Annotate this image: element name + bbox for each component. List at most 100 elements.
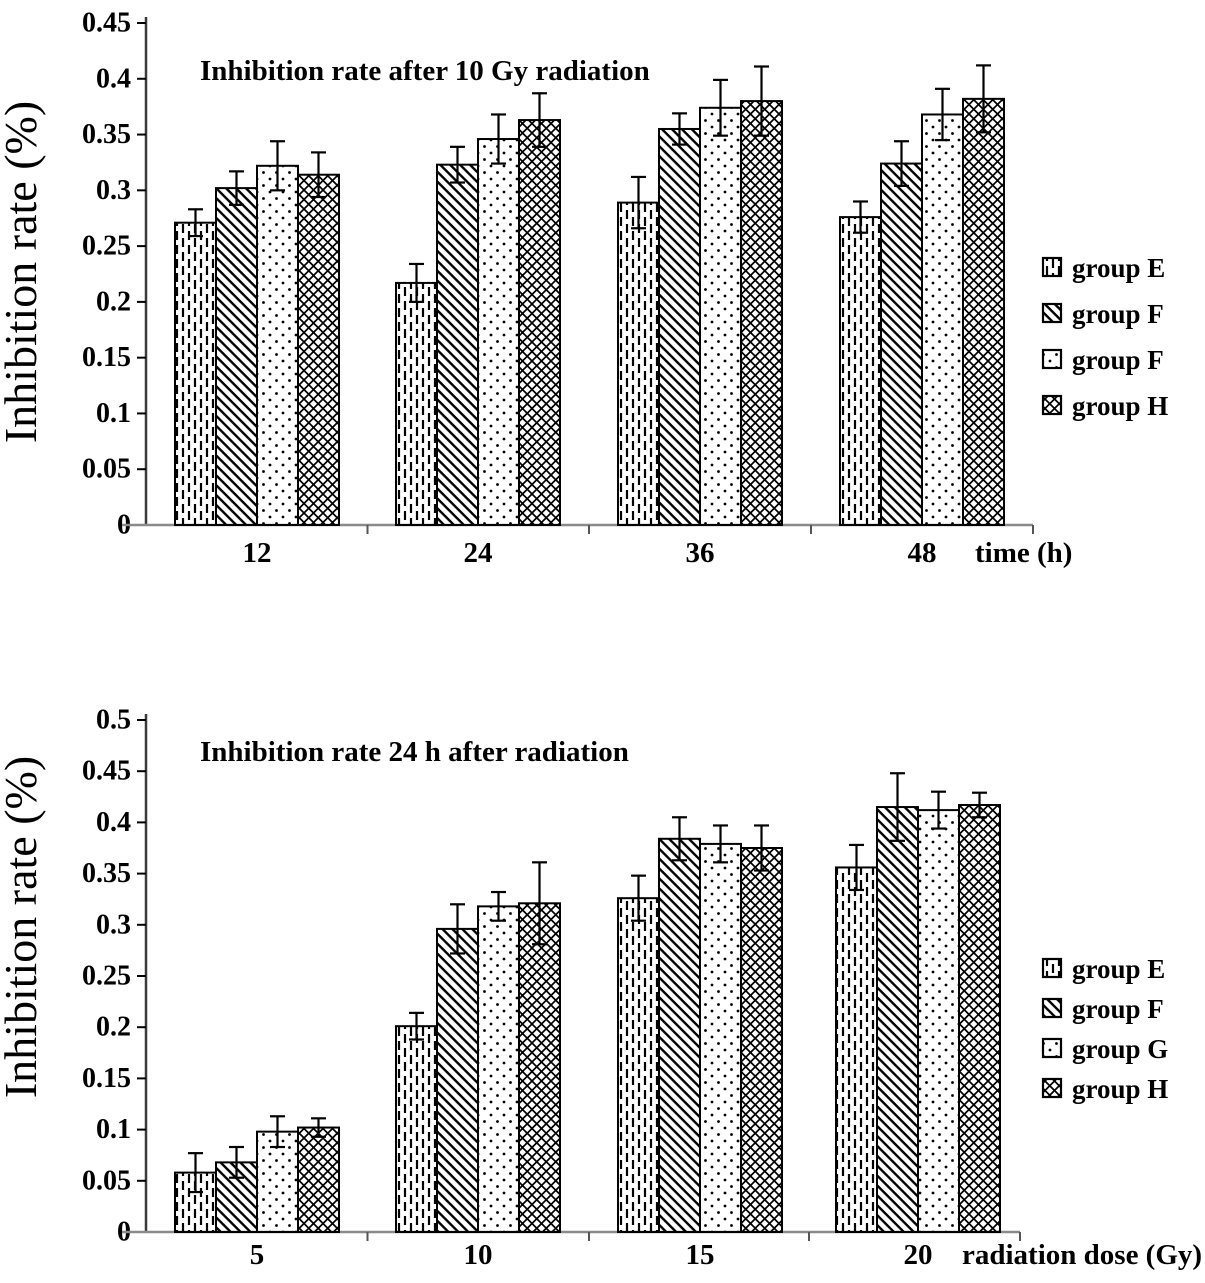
bar bbox=[958, 803, 1001, 1233]
error-bar bbox=[713, 78, 728, 137]
legend-item: group F bbox=[1041, 994, 1164, 1024]
bar bbox=[297, 173, 340, 527]
bar bbox=[395, 281, 438, 526]
error-bar bbox=[631, 874, 646, 922]
error-bar bbox=[672, 816, 687, 862]
y-tick-label: 0.15 bbox=[82, 342, 131, 373]
legend-label: group G bbox=[1072, 1034, 1168, 1064]
error-bar bbox=[491, 113, 506, 165]
legend-swatch bbox=[1041, 957, 1063, 979]
error-bar bbox=[229, 1145, 244, 1179]
bar-group bbox=[174, 1115, 340, 1234]
legend-item: group E bbox=[1041, 954, 1165, 984]
bar-group bbox=[174, 140, 340, 527]
bars bbox=[174, 64, 1005, 527]
y-tick-label: 0.1 bbox=[96, 1114, 131, 1145]
legend-item: group H bbox=[1041, 391, 1168, 421]
error-bar bbox=[890, 772, 905, 842]
legend-label: group F bbox=[1072, 345, 1164, 375]
error-bar bbox=[894, 140, 909, 187]
legend-swatch bbox=[1041, 256, 1063, 278]
error-bar bbox=[672, 112, 687, 146]
error-bar bbox=[754, 65, 769, 137]
error-bar bbox=[188, 208, 203, 238]
error-bar bbox=[409, 1011, 424, 1041]
category-label: 12 bbox=[243, 537, 272, 569]
error-bar bbox=[713, 824, 728, 864]
bar bbox=[477, 138, 520, 526]
category-label: 5 bbox=[250, 1239, 265, 1271]
y-tick-label: 0.3 bbox=[96, 175, 131, 206]
bar-group bbox=[395, 92, 561, 526]
legend-swatch bbox=[1041, 997, 1063, 1019]
legend-swatch bbox=[1041, 1077, 1063, 1099]
bar bbox=[917, 809, 960, 1233]
legend-swatch bbox=[1041, 348, 1063, 370]
bar bbox=[477, 905, 520, 1233]
error-bar bbox=[450, 145, 465, 184]
error-bar bbox=[972, 791, 987, 819]
bar-group bbox=[839, 64, 1005, 527]
y-tick-label: 0.3 bbox=[96, 909, 131, 940]
bar bbox=[174, 221, 217, 526]
bar bbox=[876, 806, 919, 1233]
bar-group bbox=[617, 65, 783, 527]
legend: group E group F group F group H bbox=[1041, 253, 1168, 421]
bar bbox=[256, 164, 299, 526]
bar bbox=[658, 127, 701, 526]
y-tick-label: 0.35 bbox=[82, 858, 131, 889]
error-bar bbox=[532, 92, 547, 148]
legend-label: group F bbox=[1072, 994, 1164, 1024]
bar bbox=[699, 842, 742, 1234]
error-bar bbox=[229, 170, 244, 206]
error-bar bbox=[976, 64, 991, 134]
legend-swatch bbox=[1041, 394, 1063, 416]
y-tick-label: 0.4 bbox=[96, 63, 131, 94]
bar bbox=[617, 897, 660, 1233]
x-axis: 12 24 36 48 bbox=[122, 523, 1034, 569]
y-tick-label: 0.25 bbox=[82, 231, 131, 262]
bar bbox=[740, 847, 783, 1233]
legend-swatch bbox=[1041, 302, 1063, 324]
error-bar bbox=[409, 262, 424, 303]
bar-group bbox=[617, 816, 783, 1234]
y-axis: 00.050.10.150.20.250.30.350.40.45 bbox=[82, 8, 148, 541]
legend-item: group E bbox=[1041, 253, 1165, 283]
y-tick-label: 0.5 bbox=[96, 705, 131, 736]
y-tick-label: 0.2 bbox=[96, 286, 131, 317]
bar bbox=[921, 113, 964, 526]
bar bbox=[518, 902, 561, 1234]
bar bbox=[436, 927, 479, 1233]
bar bbox=[880, 162, 923, 526]
error-bar bbox=[532, 861, 547, 946]
error-bar bbox=[849, 843, 864, 892]
x-axis-label: time (h) bbox=[975, 537, 1072, 569]
bar bbox=[962, 97, 1005, 526]
error-bar bbox=[311, 151, 326, 199]
legend-label: group H bbox=[1072, 391, 1168, 421]
y-tick-label: 0.1 bbox=[96, 398, 131, 429]
x-axis: 5 10 15 20 bbox=[122, 1230, 1021, 1271]
legend-label: group E bbox=[1072, 253, 1165, 283]
bar bbox=[740, 100, 783, 526]
category-label: 48 bbox=[908, 537, 937, 569]
error-bar bbox=[270, 140, 285, 192]
legend-swatch bbox=[1041, 1037, 1063, 1059]
legend-item: group H bbox=[1041, 1074, 1168, 1104]
legend-item: group F bbox=[1041, 345, 1164, 375]
error-bar bbox=[631, 175, 646, 230]
legend-label: group H bbox=[1072, 1074, 1168, 1104]
y-tick-label: 0.4 bbox=[96, 807, 131, 838]
bar bbox=[436, 163, 479, 526]
bar bbox=[839, 216, 882, 527]
error-bar bbox=[311, 1117, 326, 1138]
category-label: 24 bbox=[464, 537, 493, 569]
bar bbox=[518, 119, 561, 526]
error-bar bbox=[931, 790, 946, 830]
legend-label: group E bbox=[1072, 954, 1165, 984]
y-axis-label: Inhibition rate (%) bbox=[0, 101, 46, 443]
y-tick-label: 0.25 bbox=[82, 961, 131, 992]
legend-item: group G bbox=[1041, 1034, 1168, 1064]
